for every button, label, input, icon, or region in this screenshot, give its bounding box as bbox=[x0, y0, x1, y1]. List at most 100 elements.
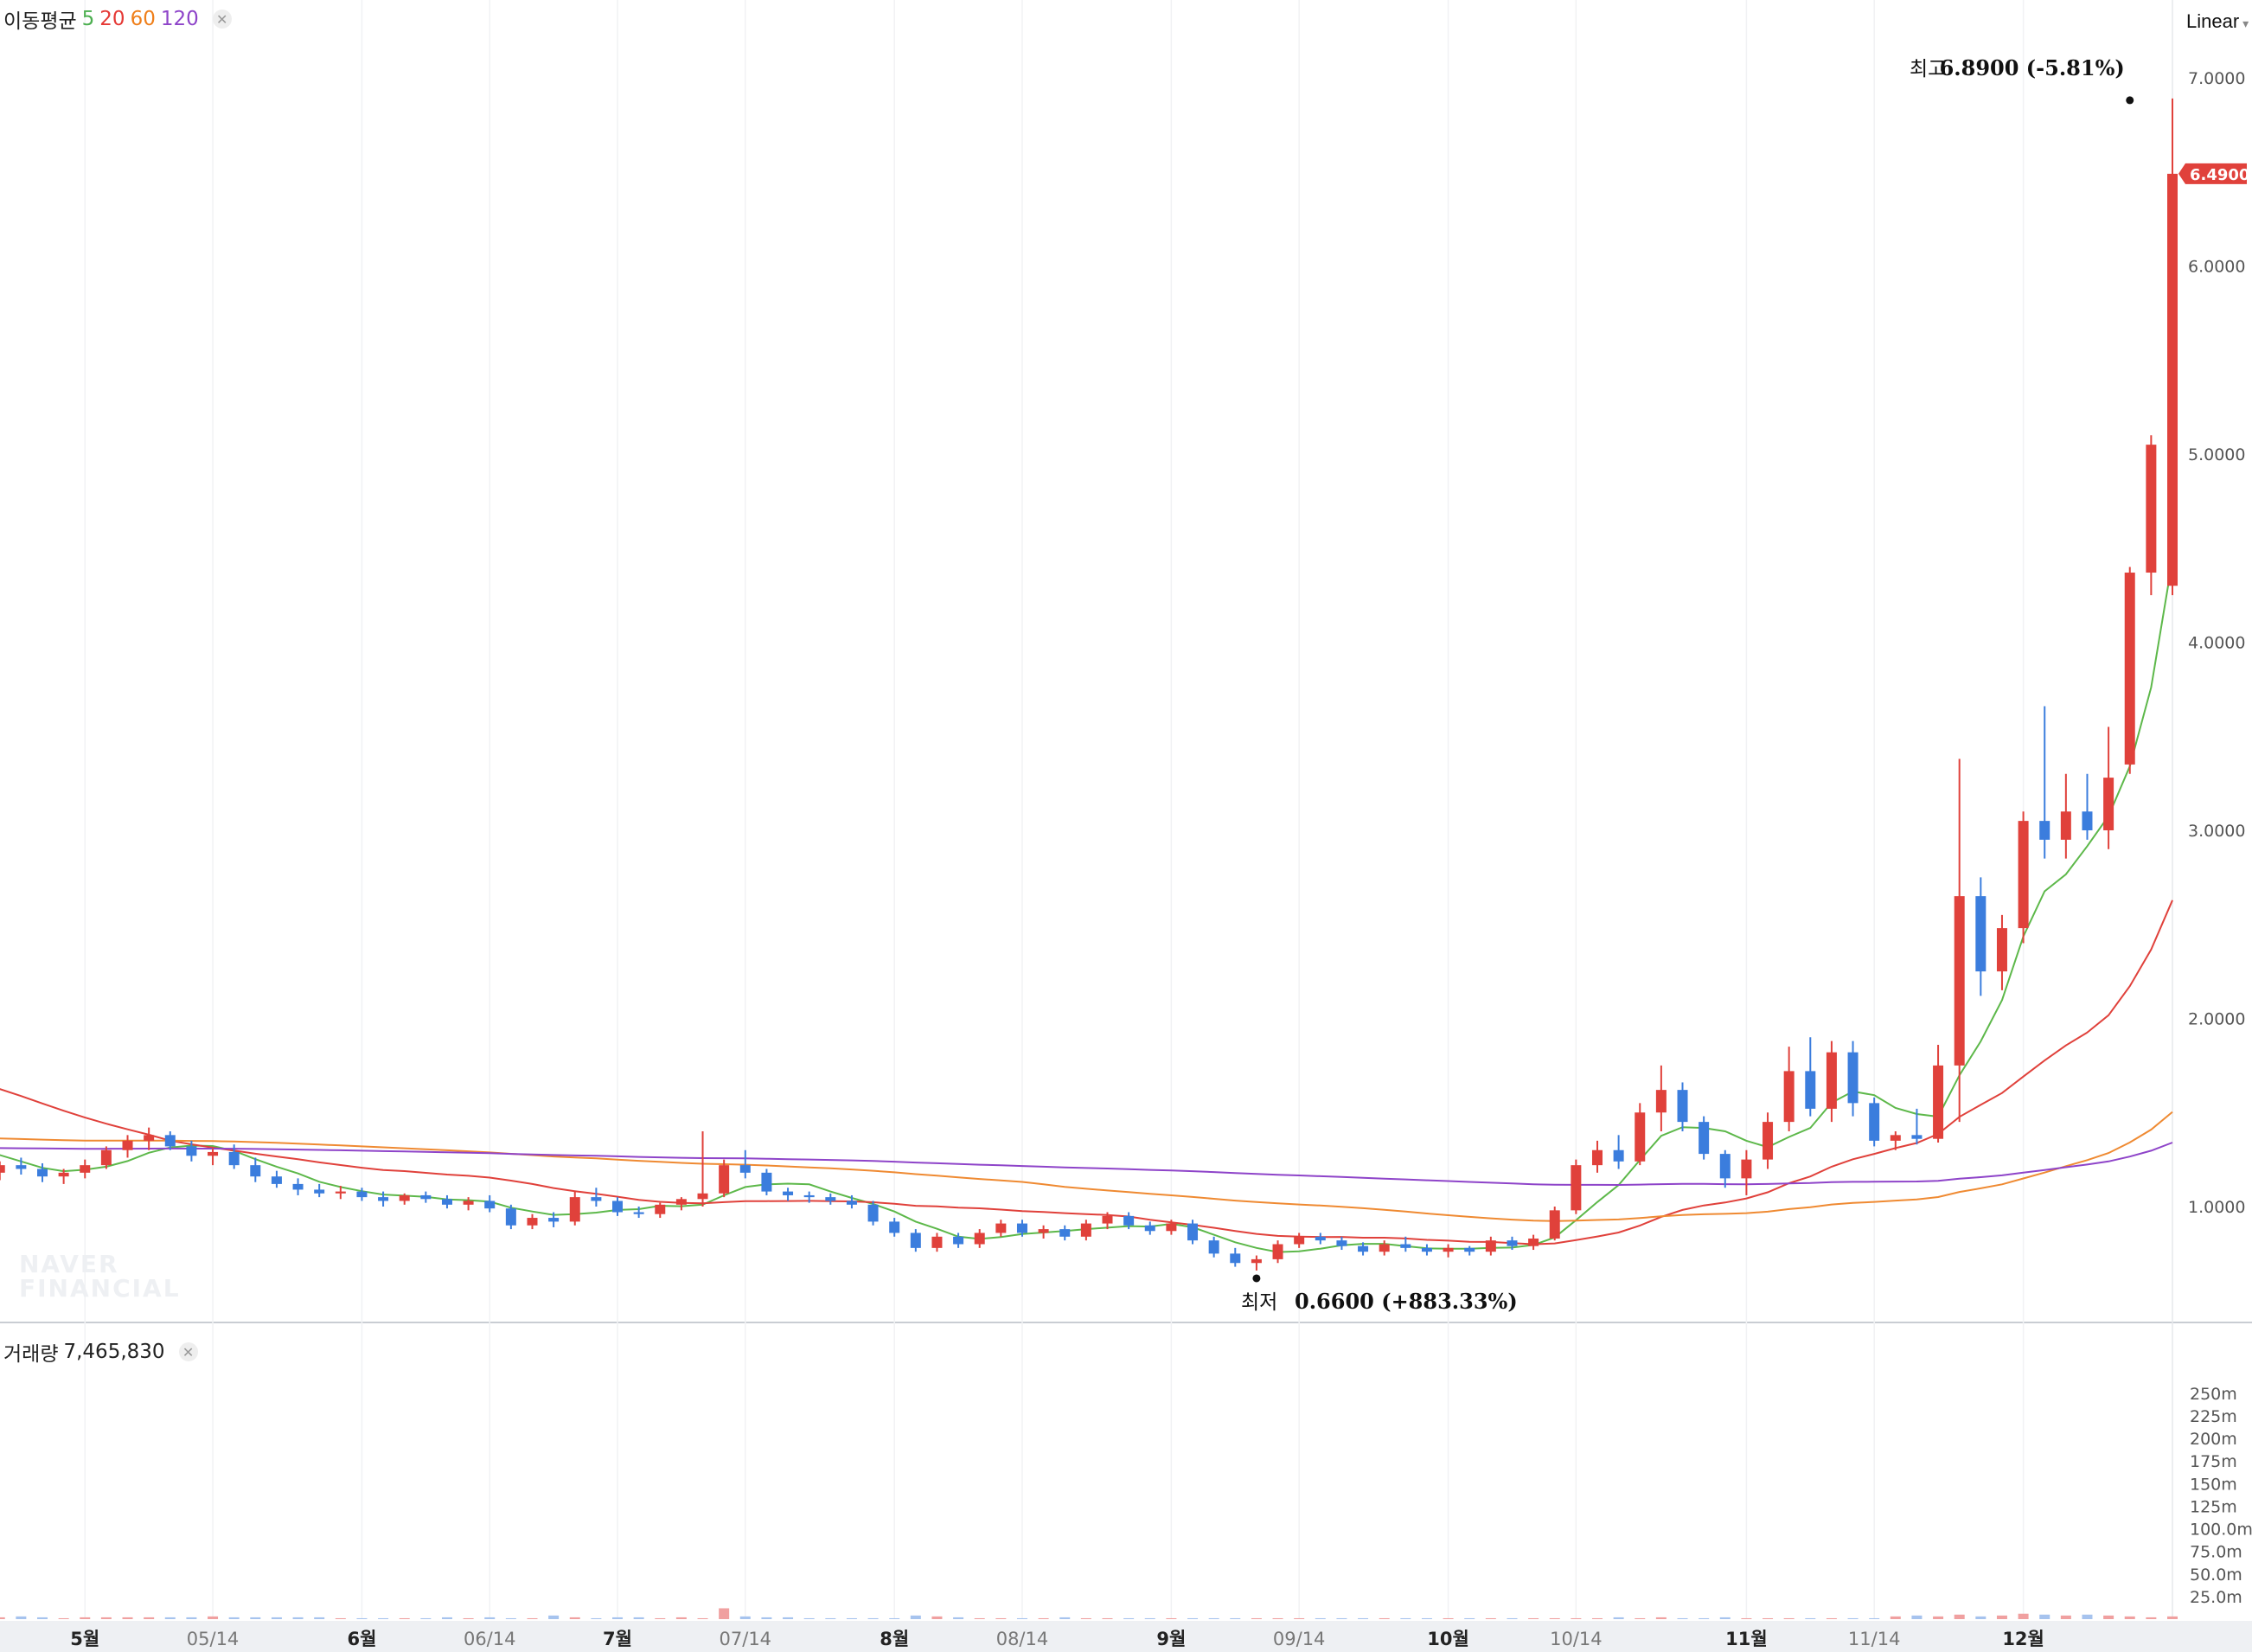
volume-bar bbox=[1400, 1617, 1411, 1619]
candle-body bbox=[1975, 896, 1986, 972]
volume-bar bbox=[0, 1617, 5, 1619]
watermark-logo: NAVER FINANCIAL bbox=[19, 1252, 181, 1301]
volume-bar bbox=[995, 1617, 1007, 1619]
candle-body bbox=[1591, 1149, 1603, 1166]
candle-body bbox=[1954, 896, 1965, 1066]
candle-body bbox=[1080, 1223, 1091, 1237]
close-icon[interactable]: ✕ bbox=[212, 10, 232, 29]
candle-body bbox=[37, 1169, 48, 1177]
date-tick-label: 08/14 bbox=[996, 1629, 1049, 1649]
candle-body bbox=[399, 1194, 410, 1201]
volume-bar bbox=[1954, 1614, 1965, 1619]
candle-body bbox=[2167, 173, 2178, 586]
candle-body bbox=[441, 1199, 452, 1205]
volume-bar bbox=[271, 1617, 282, 1619]
volume-tick-label: 50.0m bbox=[2190, 1566, 2242, 1585]
date-axis: 4월04/145월05/146월06/147월07/148월08/149월09/… bbox=[70, 1629, 2044, 1649]
volume-bar bbox=[1358, 1617, 1369, 1619]
candle-body bbox=[484, 1201, 496, 1209]
watermark-line: NAVER bbox=[19, 1250, 119, 1278]
candle-body bbox=[335, 1191, 346, 1194]
candle-body bbox=[1272, 1244, 1283, 1259]
candle-body bbox=[2146, 445, 2157, 573]
volume-bar bbox=[292, 1617, 304, 1619]
high-label: 최고 bbox=[1910, 58, 1946, 80]
volume-bar bbox=[1166, 1617, 1177, 1619]
volume-bar bbox=[1016, 1617, 1027, 1619]
candle-body bbox=[1485, 1240, 1496, 1252]
candle-body bbox=[1208, 1240, 1219, 1254]
candle-body bbox=[2124, 573, 2135, 765]
volume-bar bbox=[1613, 1617, 1624, 1619]
candle-body bbox=[0, 1165, 5, 1173]
candle-body bbox=[953, 1236, 964, 1245]
volume-bar bbox=[314, 1617, 325, 1619]
volume-bar bbox=[1549, 1617, 1560, 1619]
volume-bar bbox=[2039, 1614, 2050, 1619]
date-tick-label: 07/14 bbox=[720, 1629, 772, 1649]
candle-body bbox=[1613, 1149, 1624, 1162]
candle-body bbox=[164, 1135, 176, 1147]
ma60-label[interactable]: 60 bbox=[130, 8, 156, 30]
moving-average-legend: 이동평균 5 20 60 120 ✕ bbox=[3, 3, 232, 35]
ma120-label[interactable]: 120 bbox=[160, 8, 199, 30]
volume-bar bbox=[399, 1617, 410, 1619]
candle-body bbox=[1635, 1112, 1646, 1162]
volume-bar bbox=[484, 1617, 496, 1619]
date-tick-label: 12월 bbox=[2002, 1629, 2044, 1649]
candle-body bbox=[1528, 1238, 1539, 1246]
price-tick-label: 7.0000 bbox=[2188, 69, 2245, 88]
candle-body bbox=[1315, 1236, 1326, 1241]
date-tick-label: 9월 bbox=[1156, 1629, 1186, 1649]
volume-bar bbox=[931, 1616, 943, 1619]
volume-bar bbox=[16, 1616, 27, 1619]
volume-bar bbox=[80, 1617, 91, 1619]
price-tick-label: 2.0000 bbox=[2188, 1010, 2245, 1029]
candle-body bbox=[739, 1165, 751, 1173]
date-tick-label: 6월 bbox=[347, 1629, 376, 1649]
volume-tick-label: 200m bbox=[2190, 1430, 2237, 1449]
volume-bar bbox=[803, 1617, 815, 1619]
candle-body bbox=[1869, 1103, 1880, 1141]
close-icon[interactable]: ✕ bbox=[178, 1342, 198, 1361]
volume-bar bbox=[1102, 1617, 1113, 1619]
volume-bar bbox=[1443, 1617, 1454, 1619]
candle-body bbox=[675, 1199, 687, 1205]
volume-bar bbox=[58, 1617, 69, 1619]
scale-selector[interactable]: Linear ▾ bbox=[2186, 10, 2249, 33]
volume-bar bbox=[356, 1617, 368, 1619]
candle-body bbox=[463, 1201, 474, 1205]
volume-bar bbox=[1741, 1617, 1752, 1619]
candle-body bbox=[1294, 1236, 1305, 1245]
candle-body bbox=[527, 1218, 538, 1226]
candle-body bbox=[292, 1183, 304, 1190]
ma5-label[interactable]: 5 bbox=[81, 8, 95, 30]
volume-bar bbox=[122, 1617, 133, 1619]
candle-body bbox=[1911, 1135, 1923, 1139]
volume-bar bbox=[1847, 1617, 1859, 1619]
volume-bar bbox=[867, 1617, 879, 1619]
candle-body bbox=[2060, 811, 2071, 840]
volume-bar bbox=[1336, 1617, 1347, 1619]
candle-body bbox=[505, 1208, 516, 1226]
volume-bar bbox=[186, 1617, 197, 1619]
candle-body bbox=[314, 1189, 325, 1194]
moving-average-lines bbox=[0, 560, 2173, 1253]
high-low-annotations: 최고 6.8900 (-5.81%) 최저 0.6600 (+883.33%) bbox=[1241, 55, 2134, 1314]
high-marker bbox=[2126, 96, 2134, 105]
volume-bar bbox=[569, 1617, 580, 1619]
candle-body bbox=[1677, 1090, 1688, 1123]
volume-bar bbox=[1123, 1617, 1135, 1619]
date-tick-label: 09/14 bbox=[1273, 1629, 1326, 1649]
candle-body bbox=[2039, 821, 2050, 840]
candle-body bbox=[122, 1140, 133, 1150]
candle-body bbox=[100, 1149, 112, 1166]
ma20-label[interactable]: 20 bbox=[99, 8, 125, 30]
volume-bar bbox=[208, 1616, 219, 1619]
volume-bar bbox=[655, 1617, 666, 1619]
volume-bar bbox=[1080, 1617, 1091, 1619]
date-tick-label: 7월 bbox=[603, 1629, 632, 1649]
candle-body bbox=[974, 1233, 985, 1245]
